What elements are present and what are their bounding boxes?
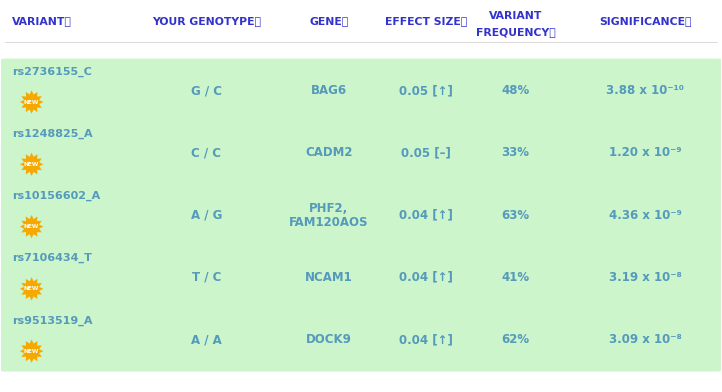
Text: 0.04 [↑]: 0.04 [↑] <box>399 271 453 284</box>
Text: NEW: NEW <box>24 100 39 105</box>
Text: A / G: A / G <box>191 209 222 221</box>
Text: rs10156602_A: rs10156602_A <box>12 191 100 201</box>
Text: VARIANT: VARIANT <box>489 11 542 21</box>
Text: YOUR GENOTYPEⓘ: YOUR GENOTYPEⓘ <box>152 16 261 26</box>
FancyBboxPatch shape <box>0 59 722 122</box>
Text: EFFECT SIZEⓘ: EFFECT SIZEⓘ <box>385 16 467 26</box>
FancyBboxPatch shape <box>0 245 722 309</box>
Text: 3.19 x 10⁻⁸: 3.19 x 10⁻⁸ <box>609 271 682 284</box>
Text: BAG6: BAG6 <box>310 84 347 97</box>
Text: FREQUENCYⓘ: FREQUENCYⓘ <box>476 27 555 37</box>
Text: NEW: NEW <box>24 348 39 354</box>
Text: 33%: 33% <box>502 146 530 159</box>
Text: FAM120AOS: FAM120AOS <box>289 216 368 229</box>
Text: C / C: C / C <box>191 146 222 159</box>
Polygon shape <box>20 91 43 114</box>
Text: 3.09 x 10⁻⁸: 3.09 x 10⁻⁸ <box>609 333 682 346</box>
Text: rs9513519_A: rs9513519_A <box>12 316 92 326</box>
Text: 0.05 [–]: 0.05 [–] <box>401 146 451 159</box>
Text: T / C: T / C <box>191 271 221 284</box>
FancyBboxPatch shape <box>0 308 722 372</box>
Polygon shape <box>20 152 43 176</box>
FancyBboxPatch shape <box>0 121 722 185</box>
Text: 63%: 63% <box>502 209 530 221</box>
Text: 1.20 x 10⁻⁹: 1.20 x 10⁻⁹ <box>609 146 682 159</box>
Polygon shape <box>20 215 43 238</box>
Text: GENEⓘ: GENEⓘ <box>309 16 348 26</box>
Text: rs2736155_C: rs2736155_C <box>12 66 92 77</box>
Text: 0.05 [↑]: 0.05 [↑] <box>399 84 453 97</box>
Text: DOCK9: DOCK9 <box>305 333 352 346</box>
Polygon shape <box>20 277 43 301</box>
Text: 0.04 [↑]: 0.04 [↑] <box>399 209 453 221</box>
Text: rs7106434_T: rs7106434_T <box>12 253 92 263</box>
Text: rs1248825_A: rs1248825_A <box>12 129 93 139</box>
Text: 4.36 x 10⁻⁹: 4.36 x 10⁻⁹ <box>609 209 682 221</box>
Text: 62%: 62% <box>502 333 530 346</box>
Text: NEW: NEW <box>24 162 39 167</box>
Polygon shape <box>20 339 43 363</box>
Text: G / C: G / C <box>191 84 222 97</box>
Text: NCAM1: NCAM1 <box>305 271 352 284</box>
Text: 48%: 48% <box>502 84 530 97</box>
Text: NEW: NEW <box>24 287 39 291</box>
Text: 0.04 [↑]: 0.04 [↑] <box>399 333 453 346</box>
Text: SIGNIFICANCEⓘ: SIGNIFICANCEⓘ <box>599 16 692 26</box>
Text: CADM2: CADM2 <box>305 146 352 159</box>
FancyBboxPatch shape <box>0 183 722 247</box>
Text: PHF2,: PHF2, <box>309 201 348 214</box>
Text: 3.88 x 10⁻¹⁰: 3.88 x 10⁻¹⁰ <box>606 84 684 97</box>
Text: 41%: 41% <box>502 271 530 284</box>
Text: NEW: NEW <box>24 224 39 229</box>
Text: A / A: A / A <box>191 333 222 346</box>
Text: VARIANTⓘ: VARIANTⓘ <box>12 16 72 26</box>
